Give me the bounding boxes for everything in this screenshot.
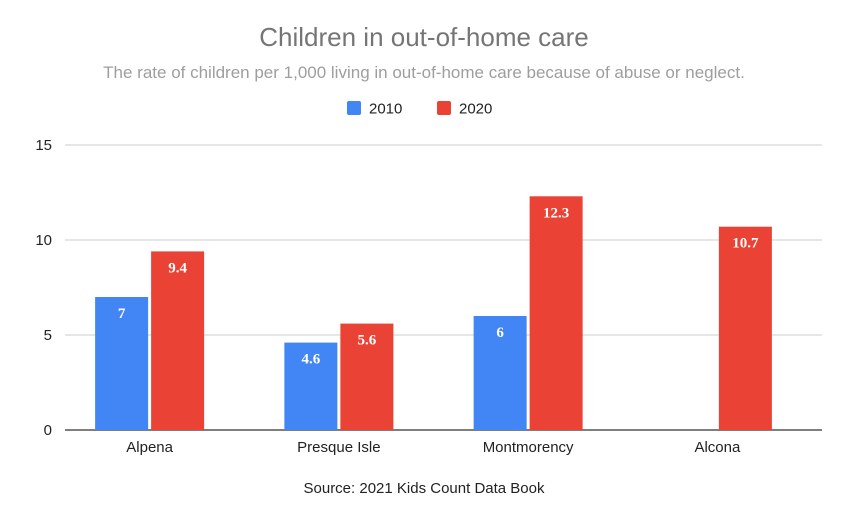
x-axis-ticks: Alpena Presque Isle Montmorency Alcona [126,439,741,456]
y-tick-label: 10 [35,232,52,249]
y-tick-label: 15 [35,137,52,154]
y-tick-label: 0 [44,422,52,439]
x-tick-label: Montmorency [483,439,574,456]
bar-2010-alpena [95,297,149,430]
chart-title: Children in out-of-home care [259,22,589,52]
data-label: 12.3 [543,205,569,221]
bar-2020-alpena [151,251,205,430]
bar-2010-presque-isle [284,342,338,430]
data-label: 6 [496,325,504,341]
legend-swatch [437,101,451,115]
chart-source: Source: 2021 Kids Count Data Book [303,480,545,497]
x-tick-label: Presque Isle [297,439,380,456]
legend-label: 2020 [459,101,492,118]
x-tick-label: Alcona [694,439,741,456]
bar-2020-alcona [718,226,772,430]
data-label: 4.6 [302,352,321,368]
data-label: 7 [118,306,126,322]
x-tick-label: Alpena [126,439,173,456]
data-label: 5.6 [358,333,377,349]
data-label: 10.7 [732,236,759,252]
data-label: 9.4 [168,260,187,276]
legend-label: 2010 [369,101,402,118]
legend-swatch [347,101,361,115]
bars: 7 9.4 4.6 5.6 6 12.3 10.7 [95,196,772,430]
bar-2020-presque-isle [340,323,394,430]
y-tick-label: 5 [44,327,52,344]
bar-2010-montmorency [473,316,527,430]
y-axis-ticks: 0 5 10 15 [35,137,52,439]
bar-2020-montmorency [529,196,583,430]
chart-subtitle: The rate of children per 1,000 living in… [103,63,745,82]
legend: 2010 2020 [347,101,492,118]
